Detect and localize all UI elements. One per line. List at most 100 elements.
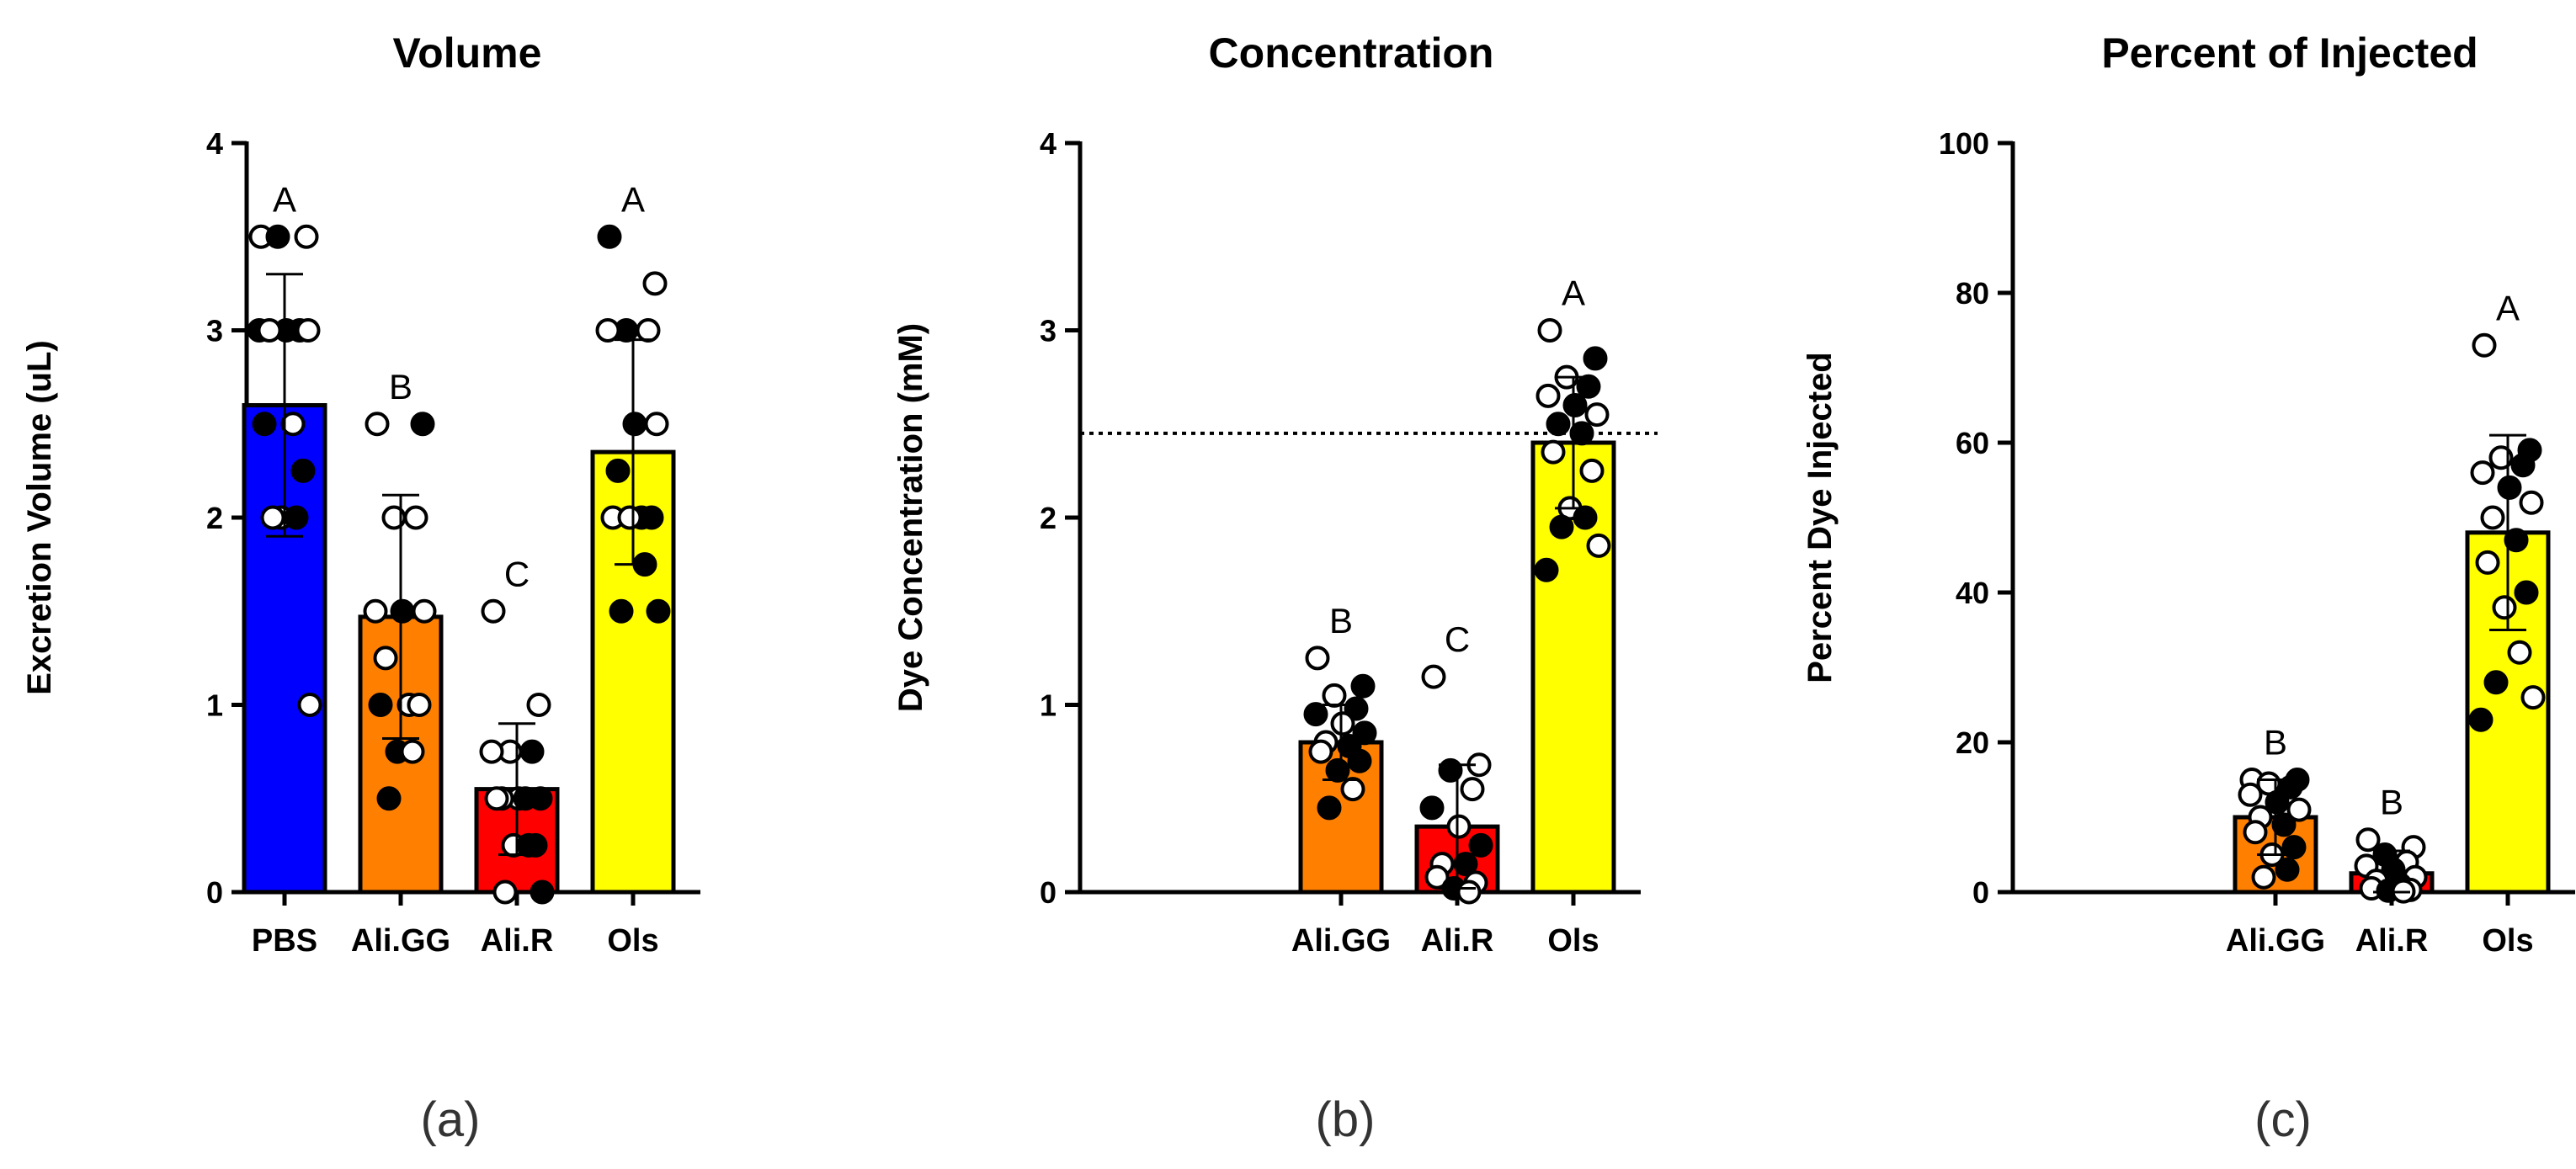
data-point	[2514, 580, 2539, 605]
data-point	[1468, 832, 1493, 858]
data-point	[2480, 505, 2505, 530]
data-point	[1308, 739, 1333, 764]
y-tick-label: 80	[1956, 276, 1989, 311]
data-point	[2504, 528, 2529, 553]
significance-letter: B	[2380, 783, 2403, 822]
data-point	[2470, 460, 2495, 486]
data-point	[1584, 402, 1610, 428]
data-point	[2278, 774, 2303, 800]
panel-label: (a)	[421, 1092, 481, 1147]
data-point	[295, 318, 321, 343]
significance-letter: A	[621, 179, 645, 219]
data-point	[2475, 550, 2500, 575]
y-tick-label: 3	[206, 314, 223, 348]
data-point	[1446, 814, 1472, 839]
y-tick-label: 2	[206, 501, 223, 535]
data-point	[636, 318, 661, 343]
significance-letter: C	[504, 554, 530, 593]
significance-letter: A	[273, 179, 296, 219]
significance-letter: A	[1562, 274, 1585, 313]
data-point	[492, 879, 518, 905]
data-point	[365, 412, 390, 437]
x-category-label: Ali.GG	[2226, 923, 2325, 959]
data-point	[376, 786, 402, 811]
data-point	[2497, 475, 2522, 500]
y-tick-label: 0	[1040, 875, 1056, 910]
x-category-label: Ali.R	[1421, 923, 1494, 959]
data-point	[252, 412, 277, 437]
data-point	[400, 739, 425, 764]
data-point	[1340, 777, 1365, 802]
data-point	[1317, 795, 1342, 821]
data-point	[519, 739, 545, 764]
x-category-label: Ols	[1547, 923, 1599, 959]
data-point	[1456, 879, 1482, 905]
data-point	[1460, 777, 1485, 802]
data-point	[2286, 797, 2312, 822]
data-point	[260, 505, 285, 530]
y-tick-label: 1	[206, 688, 223, 723]
data-point	[597, 224, 622, 249]
data-point	[617, 505, 642, 530]
y-axis-label: Dye Concentration (mM)	[892, 323, 929, 712]
x-category-label: PBS	[252, 923, 317, 959]
significance-letter: C	[1445, 619, 1470, 659]
data-point	[2492, 595, 2517, 620]
data-point	[284, 505, 309, 530]
data-point	[2510, 453, 2536, 478]
data-point	[1549, 514, 1574, 539]
x-category-label: Ali.GG	[351, 923, 450, 959]
data-point	[595, 318, 620, 343]
chart-panel-3: Percent of Injected Percent Dye Injected 0…	[1802, 29, 2575, 1147]
y-axis-label: Percent Dye Injected	[1802, 352, 1839, 683]
data-point	[530, 879, 555, 905]
data-point	[297, 693, 322, 717]
data-point	[2468, 707, 2494, 732]
data-point	[1419, 795, 1445, 821]
data-point	[2243, 820, 2268, 845]
data-point	[1352, 720, 1377, 746]
data-point	[1562, 393, 1588, 417]
y-tick-label: 2	[1040, 501, 1056, 535]
data-point	[1535, 383, 1561, 408]
data-point	[1586, 533, 1611, 558]
data-point	[1583, 346, 1608, 371]
data-point	[1576, 374, 1601, 399]
y-axis-label: Excretion Volume (uL)	[21, 340, 58, 695]
data-point	[609, 598, 634, 624]
chart-title: Percent of Injected	[2101, 29, 2478, 77]
data-point	[294, 224, 319, 249]
significance-letter: B	[2264, 723, 2287, 763]
data-point	[1573, 505, 1598, 530]
data-point	[373, 646, 398, 671]
data-point	[1421, 664, 1446, 689]
data-point	[390, 598, 415, 624]
data-point	[1579, 458, 1605, 483]
data-point	[2519, 490, 2544, 515]
data-point	[484, 786, 509, 811]
data-point	[2271, 812, 2297, 837]
significance-letter: B	[389, 367, 412, 406]
data-point	[516, 832, 541, 858]
data-point	[1303, 702, 1328, 727]
data-point	[2520, 685, 2546, 710]
data-point	[257, 318, 282, 343]
data-point	[2355, 827, 2381, 853]
data-point	[2483, 670, 2509, 695]
data-point	[1534, 557, 1559, 582]
panel-label: (b)	[1316, 1092, 1376, 1147]
chart-title: Concentration	[1209, 29, 1494, 77]
y-tick-label: 0	[1972, 875, 1989, 910]
data-point	[412, 598, 437, 624]
data-point	[2251, 864, 2276, 890]
data-point	[1546, 412, 1571, 437]
data-point	[2275, 857, 2300, 882]
y-tick-label: 40	[1956, 576, 1989, 610]
data-point	[1453, 852, 1478, 877]
y-tick-label: 4	[206, 126, 223, 161]
data-point	[2472, 332, 2497, 358]
x-category-label: Ali.R	[481, 923, 554, 959]
data-point	[2265, 789, 2290, 815]
data-point	[513, 786, 538, 811]
